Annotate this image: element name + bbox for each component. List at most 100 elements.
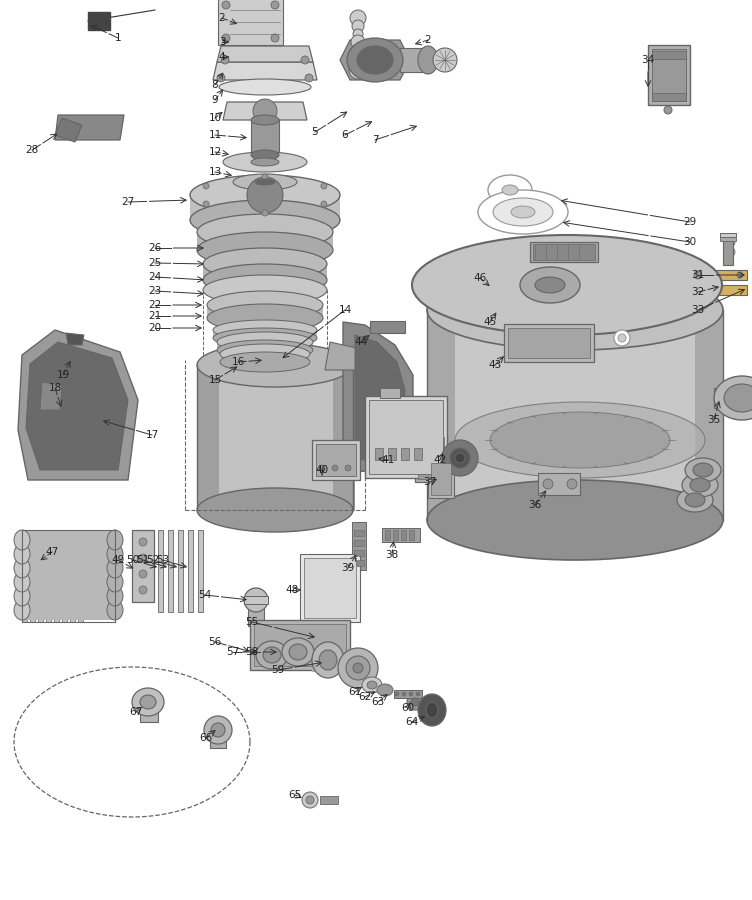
Text: 3: 3: [219, 37, 226, 47]
Ellipse shape: [14, 600, 30, 620]
Circle shape: [352, 20, 364, 32]
Bar: [168, 530, 173, 612]
Bar: [530, 242, 598, 262]
Bar: [22, 530, 117, 550]
Circle shape: [332, 465, 338, 471]
Ellipse shape: [362, 677, 382, 693]
Text: 39: 39: [341, 563, 355, 573]
Text: 62: 62: [359, 692, 371, 702]
Bar: [369, 400, 443, 474]
Bar: [248, 600, 264, 626]
Ellipse shape: [685, 493, 705, 507]
Ellipse shape: [357, 46, 393, 74]
Text: 52: 52: [147, 555, 159, 565]
Ellipse shape: [213, 328, 317, 348]
Ellipse shape: [219, 79, 311, 95]
Bar: [22, 586, 117, 606]
Bar: [723, 235, 733, 265]
Bar: [316, 444, 356, 476]
Circle shape: [271, 1, 279, 9]
Bar: [714, 388, 742, 408]
Ellipse shape: [203, 264, 327, 296]
Circle shape: [543, 479, 553, 489]
Polygon shape: [343, 322, 413, 472]
Text: 46: 46: [473, 273, 487, 283]
Text: 49: 49: [111, 555, 125, 565]
Text: 25: 25: [148, 258, 162, 268]
Ellipse shape: [223, 152, 307, 172]
Bar: [22, 600, 117, 620]
Bar: [320, 796, 338, 804]
Ellipse shape: [107, 572, 123, 592]
Text: 50: 50: [126, 555, 140, 565]
Bar: [409, 530, 414, 540]
Polygon shape: [55, 115, 124, 140]
Text: 28: 28: [26, 145, 38, 155]
Bar: [393, 530, 398, 540]
Text: 4: 4: [219, 52, 226, 62]
Text: 1: 1: [115, 33, 121, 43]
Ellipse shape: [412, 235, 722, 335]
Text: 48: 48: [285, 585, 299, 595]
Text: 53: 53: [156, 555, 170, 565]
Text: 18: 18: [48, 383, 62, 393]
Bar: [244, 596, 268, 604]
Circle shape: [618, 334, 626, 342]
Polygon shape: [340, 40, 410, 80]
Bar: [428, 460, 454, 498]
Circle shape: [409, 692, 413, 696]
Text: 64: 64: [405, 717, 419, 727]
Text: 13: 13: [208, 167, 222, 177]
Circle shape: [301, 56, 309, 64]
Bar: [695, 285, 747, 295]
Ellipse shape: [677, 488, 713, 512]
Bar: [70, 534, 75, 622]
Ellipse shape: [312, 642, 344, 678]
Text: 59: 59: [271, 665, 284, 675]
Bar: [22, 558, 117, 578]
Bar: [78, 534, 83, 622]
Ellipse shape: [347, 38, 403, 82]
Bar: [508, 328, 590, 358]
Circle shape: [222, 34, 230, 42]
Bar: [140, 702, 158, 722]
Text: 27: 27: [121, 197, 135, 207]
Ellipse shape: [220, 344, 310, 364]
Bar: [38, 534, 43, 622]
Bar: [352, 522, 366, 570]
Circle shape: [262, 210, 268, 216]
Bar: [198, 530, 203, 612]
Bar: [382, 528, 420, 542]
Ellipse shape: [353, 663, 363, 673]
Circle shape: [694, 271, 702, 279]
Bar: [401, 530, 406, 540]
Bar: [218, 0, 283, 45]
Bar: [197, 365, 219, 510]
Polygon shape: [220, 354, 310, 362]
Ellipse shape: [203, 275, 327, 305]
Ellipse shape: [693, 463, 713, 477]
Ellipse shape: [197, 488, 353, 532]
Circle shape: [345, 465, 351, 471]
Text: 2: 2: [219, 13, 226, 23]
Text: 22: 22: [148, 300, 162, 310]
Text: 17: 17: [145, 430, 159, 440]
Circle shape: [416, 692, 420, 696]
Ellipse shape: [520, 267, 580, 303]
Ellipse shape: [233, 174, 297, 190]
Polygon shape: [213, 330, 317, 338]
Text: 15: 15: [208, 375, 222, 385]
Polygon shape: [213, 62, 317, 80]
Circle shape: [139, 554, 147, 562]
Circle shape: [353, 29, 363, 39]
Bar: [308, 630, 330, 648]
Ellipse shape: [256, 641, 288, 669]
Bar: [304, 558, 356, 618]
Bar: [22, 534, 27, 622]
Bar: [300, 554, 360, 622]
Bar: [652, 49, 686, 101]
Circle shape: [664, 106, 672, 114]
Polygon shape: [18, 330, 138, 480]
Circle shape: [222, 1, 230, 9]
Ellipse shape: [14, 544, 30, 564]
